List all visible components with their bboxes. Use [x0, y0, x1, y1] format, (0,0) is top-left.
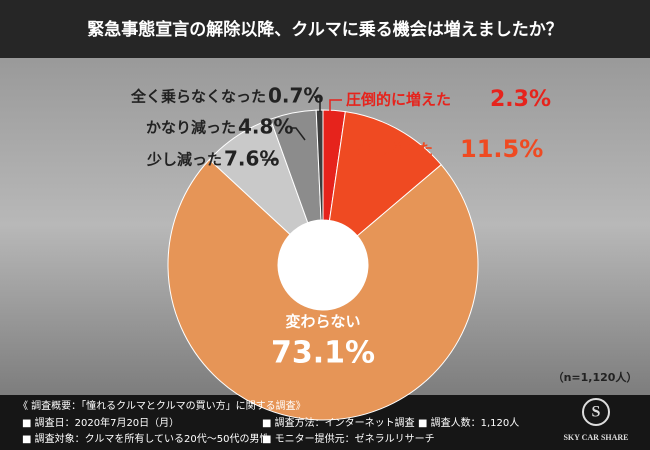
logo-name: SKY CAR SHARE	[563, 433, 628, 442]
category-label: 少し増えた	[357, 141, 433, 159]
sample-note: （n=1,120人）	[553, 370, 638, 384]
value-label: 0.7%	[268, 84, 323, 108]
leader	[314, 96, 321, 112]
donut-hole	[278, 220, 368, 310]
category-label: 変わらない	[285, 313, 360, 331]
footer-heading: 《 調査概要：「憧れるクルマとクルマの買い方」に関する調査》	[18, 399, 306, 412]
leader	[290, 127, 306, 141]
footer-item: ■ 調査人数：1,120人	[418, 416, 519, 429]
labels: 圧倒的に増えた 2.3% 少し増えた 11.5% 変わらない 73.1% 少し減った 7.6%…	[130, 84, 551, 371]
title-bar	[0, 0, 650, 58]
value-label: 2.3%	[490, 87, 551, 112]
value-label: 73.1%	[271, 336, 375, 371]
category-label: かなり減った	[146, 119, 236, 137]
footer-item: ■ 調査方法：インターネット調査	[262, 416, 415, 429]
value-label: 11.5%	[460, 135, 543, 163]
value-label: 7.6%	[224, 147, 279, 171]
category-label: 全く乗らなくなった	[130, 88, 266, 106]
logo-mark: S	[592, 404, 601, 421]
leader	[329, 99, 342, 112]
leader-lines	[262, 96, 342, 161]
footer-item: ■ モニター提供元：ゼネラルリサーチ	[262, 432, 435, 445]
value-label: 4.8%	[238, 115, 293, 139]
footer-item: ■ 調査対象：クルマを所有している20代〜50代の男性	[22, 432, 269, 445]
category-label: 少し減った	[146, 151, 222, 169]
logo-ring	[582, 398, 610, 426]
donut	[167, 109, 479, 421]
category-label: 圧倒的に増えた	[346, 91, 451, 109]
chart-title: 緊急事態宣言の解除以降、クルマに乗る機会は増えましたか？	[87, 19, 563, 40]
footer-item: ■ 調査日：2020年7月20日（月）	[22, 416, 179, 429]
